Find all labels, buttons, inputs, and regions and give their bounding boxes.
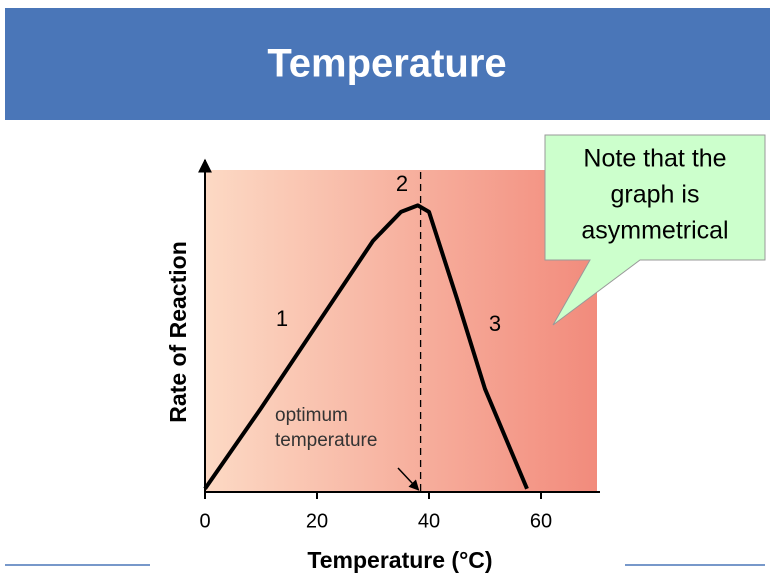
rate-curve xyxy=(203,203,529,490)
callout-text: asymmetrical xyxy=(581,217,728,245)
slide-title: Temperature xyxy=(267,42,506,86)
header-band xyxy=(5,8,770,120)
plot-background xyxy=(205,170,597,492)
annotation: 2 xyxy=(396,171,408,196)
x-tick-label: 20 xyxy=(306,510,328,532)
annotation: 1 xyxy=(276,306,288,331)
callout-text: graph is xyxy=(611,181,700,209)
x-tick-label: 40 xyxy=(418,510,440,532)
callout-text: Note that the xyxy=(583,145,726,173)
annotation-arrow xyxy=(397,467,420,491)
y-axis-label: Rate of Reaction xyxy=(165,241,191,422)
x-axis-label: Temperature (°C) xyxy=(307,547,492,573)
x-tick-label: 0 xyxy=(199,510,210,532)
annotation: optimum xyxy=(275,405,348,426)
callout-box xyxy=(544,134,766,326)
annotation: temperature xyxy=(275,430,377,451)
x-tick-label: 60 xyxy=(530,510,552,532)
annotation: 3 xyxy=(489,311,501,336)
